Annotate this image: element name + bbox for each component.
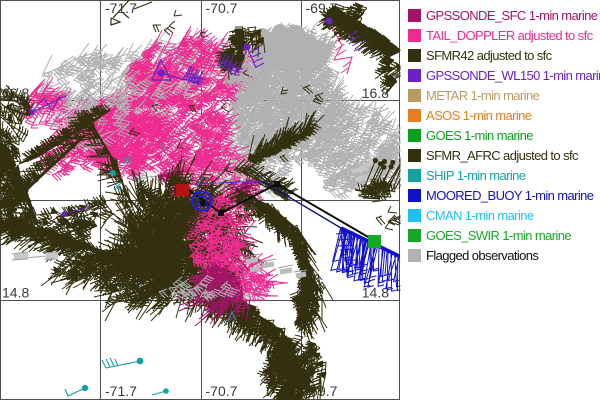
svg-text:GPSSONDE_SFC 1-min marine: GPSSONDE_SFC 1-min marine — [426, 8, 598, 23]
svg-text:14.8: 14.8 — [362, 285, 389, 301]
svg-text:-69.7: -69.7 — [306, 383, 338, 399]
svg-text:SFMR42 adjusted to sfc: SFMR42 adjusted to sfc — [426, 48, 553, 63]
svg-text:METAR 1-min marine: METAR 1-min marine — [426, 88, 540, 103]
svg-text:-70.7: -70.7 — [206, 383, 238, 399]
svg-text:GPSSONDE_WL150 1-min marine: GPSSONDE_WL150 1-min marine — [426, 68, 600, 83]
svg-text:-71.7: -71.7 — [105, 383, 137, 399]
svg-text:MOORED_BUOY 1-min marine: MOORED_BUOY 1-min marine — [426, 188, 594, 203]
svg-text:ASOS 1-min marine: ASOS 1-min marine — [426, 108, 532, 123]
svg-text:GOES_SWIR 1-min marine: GOES_SWIR 1-min marine — [426, 228, 571, 243]
svg-text:14.8: 14.8 — [2, 285, 29, 301]
svg-text:Flagged observations: Flagged observations — [426, 248, 539, 263]
svg-text:-70.7: -70.7 — [206, 0, 238, 16]
svg-text:-71.7: -71.7 — [105, 0, 137, 16]
svg-text:TAIL_DOPPLER adjusted to sfc: TAIL_DOPPLER adjusted to sfc — [426, 28, 594, 43]
svg-text:16.8: 16.8 — [362, 85, 389, 101]
svg-text:SFMR_AFRC adjusted to sfc: SFMR_AFRC adjusted to sfc — [426, 148, 579, 163]
svg-text:SHIP 1-min marine: SHIP 1-min marine — [426, 168, 526, 183]
svg-text:CMAN 1-min marine: CMAN 1-min marine — [426, 208, 534, 223]
svg-text:GOES 1-min marine: GOES 1-min marine — [426, 128, 533, 143]
